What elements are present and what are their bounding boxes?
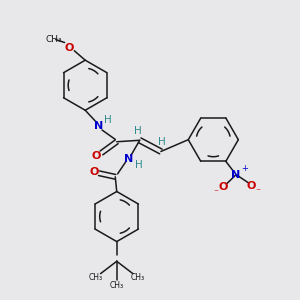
Text: O: O [218, 182, 228, 192]
Text: N: N [232, 169, 241, 180]
Text: +: + [241, 164, 248, 173]
Text: O: O [247, 181, 256, 191]
Text: O: O [92, 152, 101, 161]
Text: O: O [64, 43, 74, 53]
Text: H: H [158, 137, 166, 147]
Text: H: H [104, 115, 112, 125]
Text: H: H [135, 160, 143, 170]
Text: O: O [89, 167, 98, 177]
Text: CH₃: CH₃ [45, 35, 62, 44]
Text: N: N [124, 154, 133, 164]
Text: H: H [134, 126, 142, 136]
Text: ⁻: ⁻ [255, 187, 260, 197]
Text: CH₃: CH₃ [88, 273, 103, 282]
Text: N: N [94, 122, 103, 131]
Text: ⁻: ⁻ [214, 188, 219, 199]
Text: CH₃: CH₃ [110, 281, 124, 290]
Text: CH₃: CH₃ [131, 273, 145, 282]
